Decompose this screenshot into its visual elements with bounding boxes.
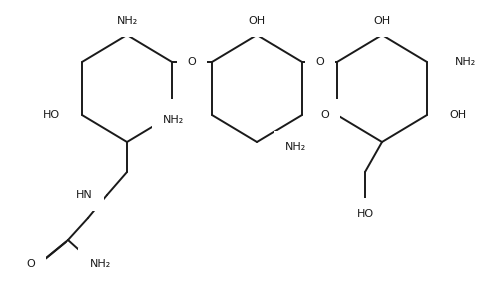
Text: O: O [26,259,35,269]
Text: NH₂: NH₂ [117,16,137,26]
Text: NH₂: NH₂ [285,142,306,152]
Text: HO: HO [43,110,60,120]
Text: NH₂: NH₂ [89,259,111,269]
Text: HO: HO [357,209,374,219]
Text: O: O [320,110,329,120]
Text: O: O [180,110,189,120]
Text: OH: OH [449,110,466,120]
Text: NH₂: NH₂ [163,115,184,125]
Text: HN: HN [76,190,93,200]
Text: OH: OH [374,16,390,26]
Text: O: O [188,57,196,67]
Text: NH₂: NH₂ [455,57,476,67]
Text: OH: OH [249,16,265,26]
Text: O: O [316,57,324,67]
